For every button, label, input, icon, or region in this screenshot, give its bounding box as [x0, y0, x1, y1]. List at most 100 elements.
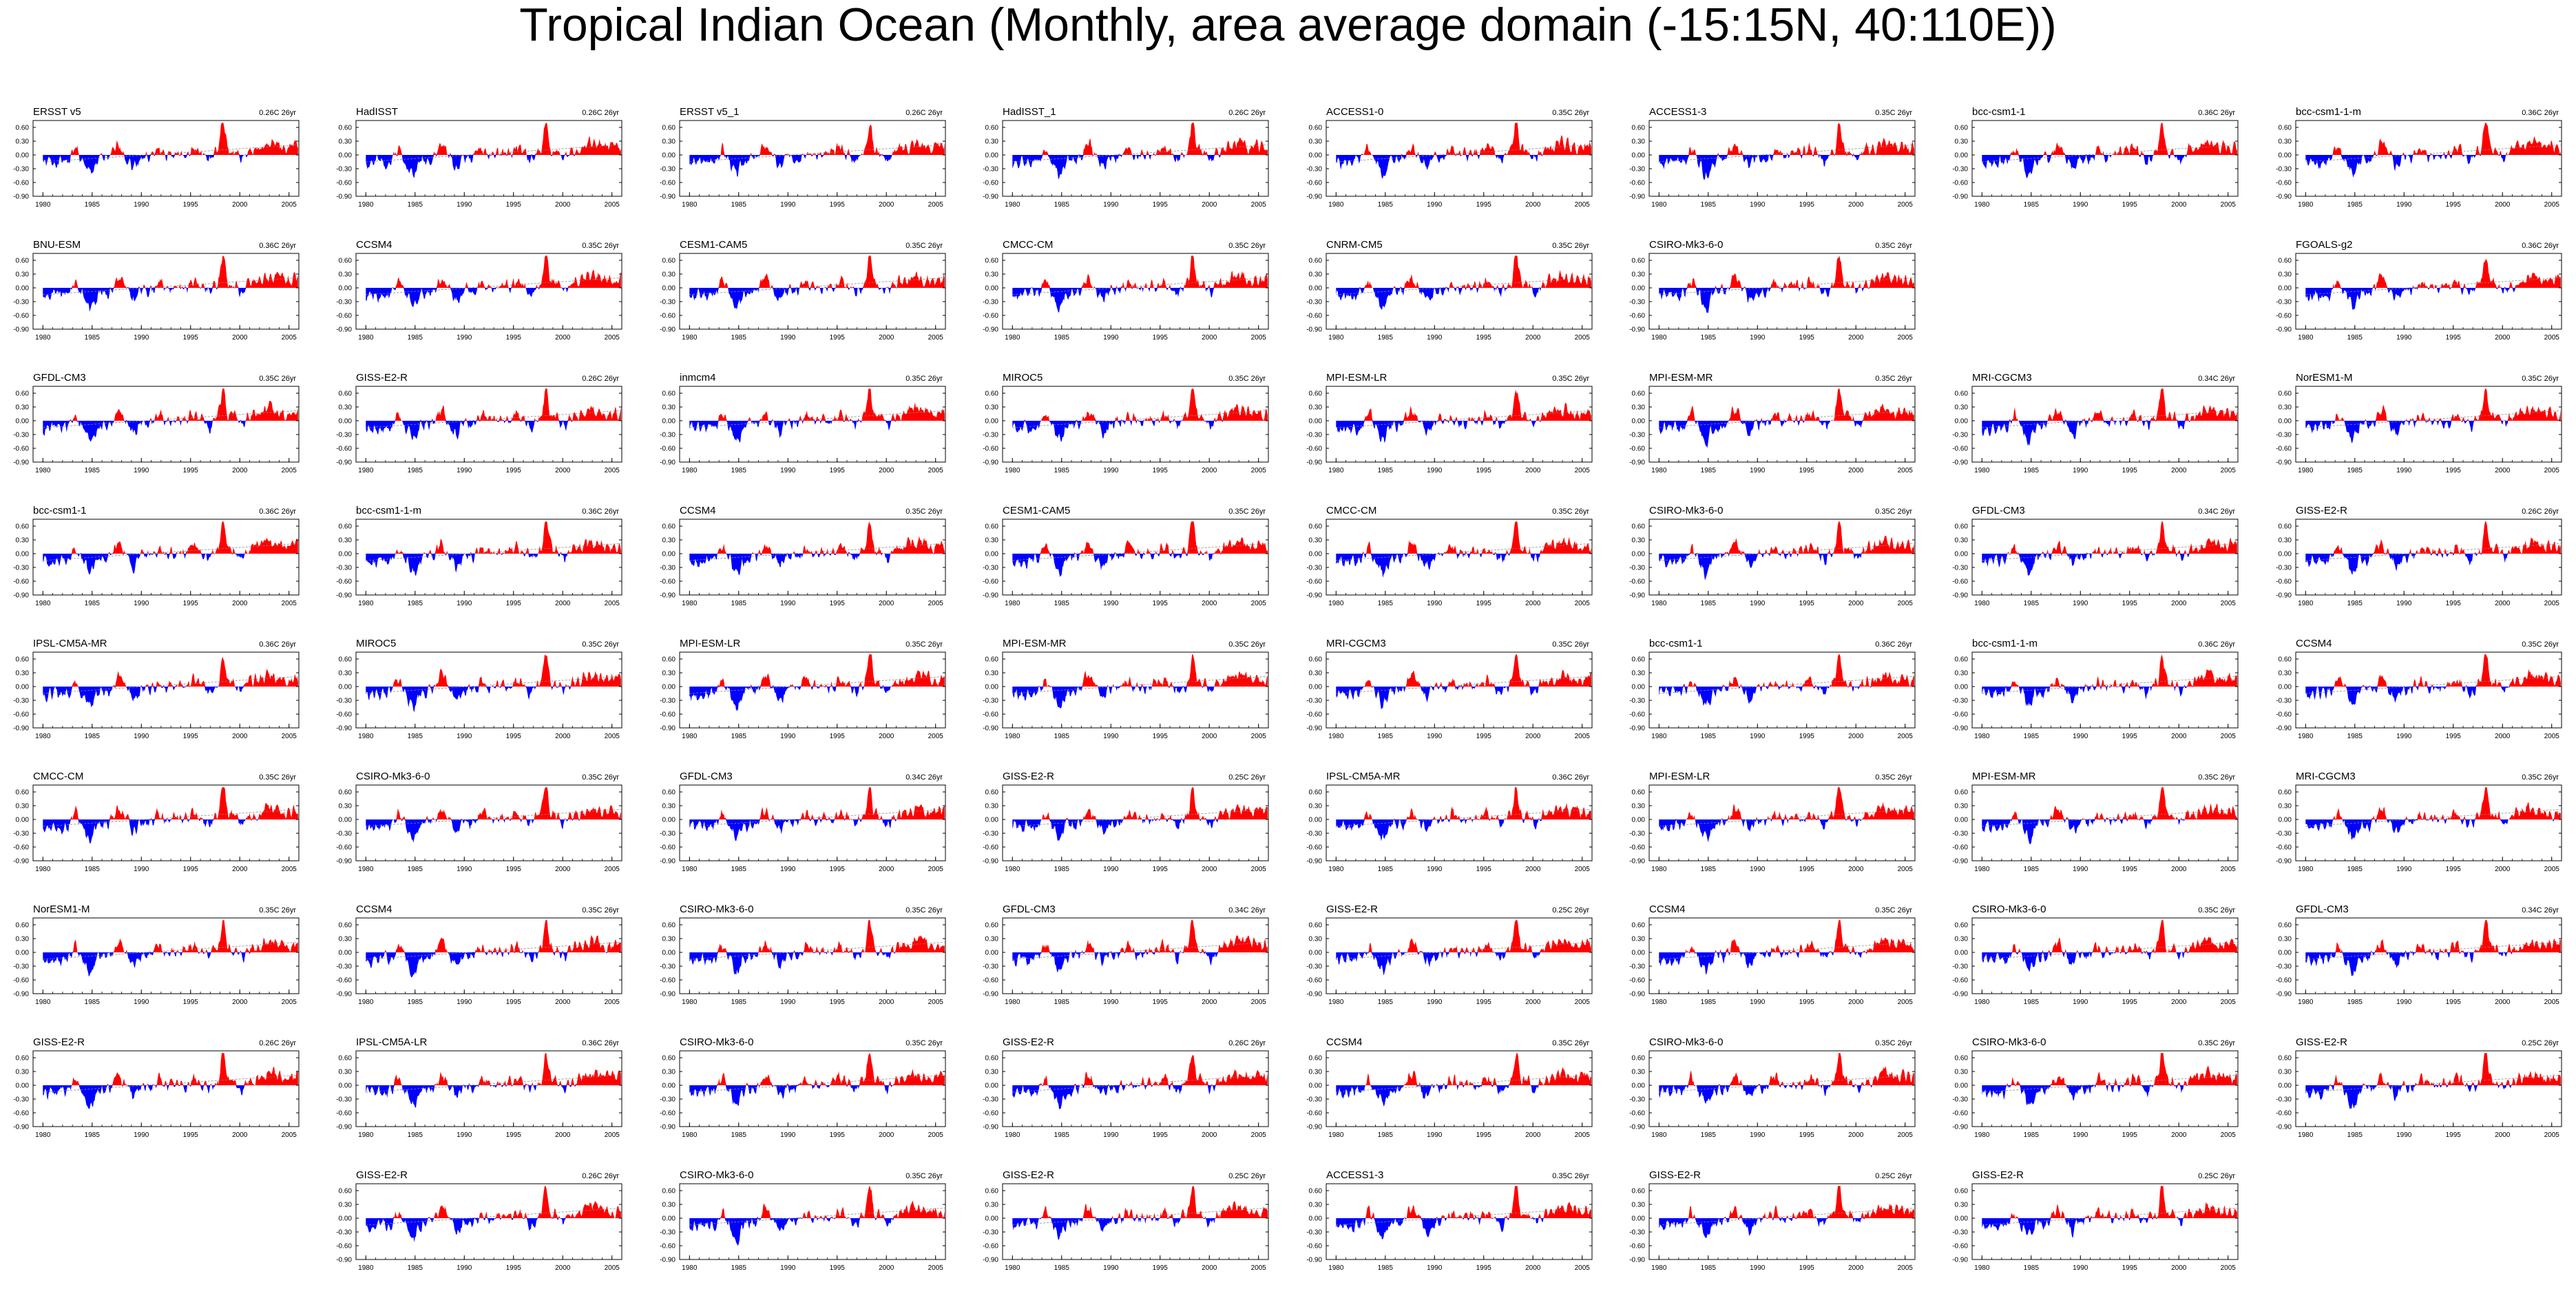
panel-36: bcc-csm1-1 0.36C 26yr 0.60 0.30 0.00 -0.30 -0.… [1629, 638, 1916, 740]
x-tick-label: 1980 [682, 334, 698, 342]
y-tick-label: 0.30 [2279, 271, 2292, 279]
y-tick-label: 0.00 [1309, 152, 1323, 160]
y-tick-label: -0.90 [336, 725, 352, 733]
y-tick-label: -0.90 [1306, 858, 1322, 866]
y-tick-label: 0.30 [2279, 1069, 2292, 1076]
x-tick-label: 1990 [1427, 334, 1443, 342]
y-tick-label: 0.30 [985, 138, 999, 146]
x-tick-label: 2000 [1525, 866, 1541, 873]
y-tick-label: -0.60 [1952, 180, 1968, 187]
y-tick-label: -0.90 [336, 858, 352, 866]
x-tick-label: 1990 [1103, 999, 1119, 1006]
panel-10: CESM1-CAM5 0.35C 26yr 0.60 0.30 0.00 -0.30 -0.… [660, 239, 946, 342]
series-negative-fill [43, 952, 298, 977]
series-negative-fill [366, 687, 621, 713]
x-tick-label: 1980 [682, 1131, 698, 1139]
x-tick-label: 1980 [1005, 1131, 1020, 1139]
y-tick-label: -0.90 [1629, 858, 1645, 866]
y-tick-label: 0.00 [1632, 684, 1646, 691]
x-tick-label: 2005 [605, 467, 620, 474]
x-tick-label: 1995 [506, 999, 522, 1006]
trend-line [2305, 144, 2561, 163]
trend-line [1982, 941, 2237, 960]
x-tick-label: 2000 [1525, 201, 1541, 209]
y-tick-label: 0.30 [662, 404, 676, 412]
y-tick-label: 0.00 [339, 817, 353, 824]
y-tick-label: -0.60 [1629, 1110, 1645, 1118]
panel-title: CSIRO-Mk3-6-0 [1649, 505, 1724, 516]
x-tick-label: 2005 [2221, 600, 2237, 607]
y-tick-label: -0.90 [1306, 1257, 1322, 1264]
x-tick-label: 1995 [2122, 733, 2138, 740]
panel-trend-label: 0.35C 26yr [2198, 1039, 2235, 1047]
x-tick-label: 2000 [879, 600, 894, 607]
axis-frame [679, 784, 946, 861]
x-tick-label: 1985 [2347, 600, 2363, 607]
series-positive-fill [43, 1053, 298, 1085]
panel-title: GISS-E2-R [2296, 1036, 2347, 1048]
x-tick-label: 1985 [85, 467, 101, 474]
y-tick-label: -0.90 [983, 592, 998, 600]
panel-trend-label: 0.34C 26yr [2522, 906, 2559, 914]
y-tick-label: -0.90 [2276, 725, 2292, 733]
axis-frame [1971, 917, 2239, 994]
x-tick-label: 1985 [85, 999, 101, 1006]
panel-4: ACCESS1-0 0.35C 26yr 0.60 0.30 0.00 -0.30 -0.6… [1306, 106, 1593, 209]
y-tick-label: -0.30 [1306, 299, 1322, 306]
y-tick-label: -0.90 [336, 991, 352, 999]
y-tick-label: 0.30 [662, 138, 676, 146]
x-tick-label: 2000 [232, 201, 248, 209]
series-positive-fill [366, 521, 621, 554]
x-tick-label: 1990 [1750, 334, 1766, 342]
x-tick-label: 1980 [1328, 733, 1344, 740]
x-tick-label: 2000 [1202, 1131, 1217, 1139]
y-tick-label: 0.60 [985, 1055, 999, 1063]
y-tick-label: 0.30 [1955, 803, 1969, 811]
y-tick-label: 0.60 [2279, 789, 2292, 797]
x-tick-label: 1995 [1799, 1264, 1815, 1272]
series-negative-fill [366, 819, 621, 843]
y-tick-label: -0.30 [983, 963, 998, 971]
y-tick-label: -0.90 [660, 326, 676, 334]
y-tick-label: 0.00 [662, 950, 676, 957]
y-tick-label: 0.30 [1309, 1069, 1323, 1076]
x-tick-label: 1980 [2298, 600, 2314, 607]
panel-title: GFDL-CM3 [33, 372, 86, 384]
y-tick-label: 0.00 [339, 950, 353, 957]
y-tick-label: 0.30 [2279, 803, 2292, 811]
y-tick-label: 0.30 [16, 670, 30, 678]
y-tick-label: -0.30 [660, 963, 676, 971]
x-tick-label: 1995 [506, 733, 522, 740]
series-negative-fill [1012, 1085, 1268, 1109]
x-tick-label: 2005 [928, 1131, 944, 1139]
x-tick-label: 2000 [2495, 600, 2511, 607]
axis-frame [1648, 917, 1916, 994]
y-tick-label: 0.00 [1955, 1215, 1969, 1223]
x-tick-label: 1995 [183, 733, 199, 740]
panel-trend-label: 0.35C 26yr [905, 906, 943, 914]
x-tick-label: 1980 [35, 334, 51, 342]
series-positive-fill [689, 654, 945, 687]
y-tick-label: 0.30 [16, 404, 30, 412]
y-tick-label: -0.30 [336, 1096, 352, 1104]
x-tick-label: 1995 [183, 1131, 199, 1139]
y-tick-label: 0.00 [339, 152, 353, 160]
y-tick-label: 0.30 [1632, 1202, 1646, 1209]
y-tick-label: -0.60 [336, 313, 352, 320]
y-tick-label: 0.60 [16, 390, 30, 398]
y-tick-label: 0.00 [2279, 684, 2292, 691]
y-tick-label: 0.00 [662, 1083, 676, 1090]
series-positive-fill [689, 1053, 945, 1085]
y-tick-label: -0.30 [1629, 1229, 1645, 1237]
x-tick-label: 1980 [1328, 334, 1344, 342]
trend-line [1012, 676, 1268, 694]
y-tick-label: -0.90 [2276, 326, 2292, 334]
y-tick-label: 0.60 [2279, 656, 2292, 664]
y-tick-label: -0.60 [983, 180, 998, 187]
series-positive-fill [366, 1053, 621, 1085]
y-tick-label: -0.90 [2276, 991, 2292, 999]
y-tick-label: 0.30 [1632, 670, 1646, 678]
y-tick-label: -0.60 [2276, 711, 2292, 719]
x-tick-label: 2005 [1898, 1131, 1914, 1139]
x-tick-label: 1985 [408, 733, 423, 740]
